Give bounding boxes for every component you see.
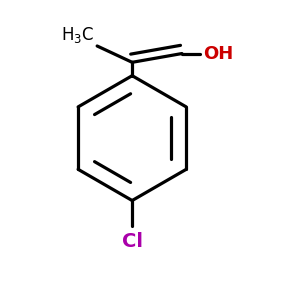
Text: H$_3$C: H$_3$C (61, 25, 94, 44)
Text: OH: OH (203, 44, 233, 62)
Text: Cl: Cl (122, 232, 143, 251)
